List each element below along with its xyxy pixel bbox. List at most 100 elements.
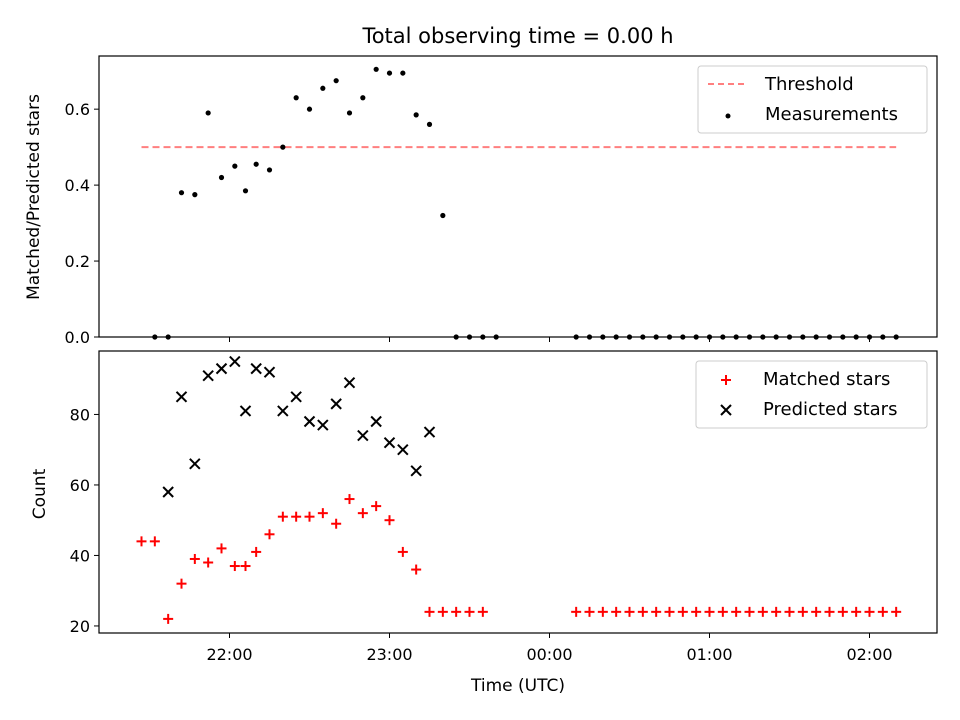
- matched-star-point: [317, 508, 328, 519]
- measurement-point: [440, 212, 446, 219]
- top-y-tick-label: 0.0: [65, 328, 90, 347]
- bottom-y-tick-label: 60: [70, 476, 90, 495]
- measurement-point: [346, 110, 353, 116]
- matched-star-point: [229, 561, 240, 572]
- predicted-star-point: [239, 405, 252, 417]
- matched-star-point: [371, 501, 382, 512]
- predicted-star-point-b: [229, 355, 241, 368]
- predicted-star-point-b: [162, 486, 174, 498]
- matched-star-point: [811, 606, 822, 617]
- top-chart-title: Total observing time = 0.00 h: [361, 24, 673, 48]
- predicted-star-point: [370, 415, 382, 428]
- measurement-point: [320, 85, 326, 91]
- measurement-point: [205, 110, 211, 116]
- matched-star-point: [176, 578, 187, 589]
- measurement-point: [218, 174, 225, 181]
- matched-star-point: [331, 518, 342, 529]
- matched-star-point: [664, 606, 675, 617]
- x-tick-label: 02:00: [846, 645, 892, 664]
- predicted-star-point-b: [397, 443, 409, 456]
- top-y-tick-label: 0.2: [65, 252, 90, 271]
- matched-star-point: [757, 606, 768, 617]
- matched-star-point: [651, 606, 662, 617]
- threshold-legend-label: Threshold: [764, 74, 854, 95]
- predicted-star-point: [410, 465, 422, 477]
- predicted-star-point: [317, 419, 329, 431]
- matched-star-point: [824, 606, 835, 617]
- bottom-plot-frame: [98, 350, 938, 634]
- matched-star-point: [771, 606, 782, 617]
- predicted-star-point: [330, 398, 342, 410]
- predicted-star-point-b: [189, 458, 201, 470]
- predicted-star-point-b: [202, 369, 214, 382]
- measurement-point: [360, 95, 366, 101]
- matched-star-point: [411, 564, 422, 575]
- matched-star-point: [163, 613, 174, 624]
- measurement-point: [400, 70, 406, 76]
- predicted-star-point-b: [343, 377, 356, 389]
- top-legend: Threshold Measurements: [697, 65, 928, 134]
- measurement-point: [373, 66, 379, 72]
- predicted-star-point: [343, 377, 356, 389]
- matched-legend-plus: [721, 375, 731, 385]
- predicted-star-point-b: [317, 419, 329, 431]
- predicted-legend-marker: [720, 404, 732, 416]
- bottom-legend-box: [695, 360, 928, 429]
- matched-star-point: [251, 546, 262, 557]
- matched-star-point: [189, 553, 200, 564]
- predicted-star-point-b: [383, 436, 396, 449]
- measurements-legend-label: Measurements: [765, 104, 898, 125]
- predicted-star-point: [357, 429, 369, 442]
- matched-star-point: [357, 508, 368, 519]
- bottom-y-tick-label: 80: [70, 405, 90, 424]
- bottom-plot-area: [136, 355, 902, 624]
- measurement-point: [280, 144, 286, 150]
- predicted-legend-cross-b: [720, 404, 732, 416]
- matched-star-point: [891, 606, 902, 617]
- top-legend-box: [697, 65, 928, 134]
- matched-star-point: [611, 606, 622, 617]
- predicted-star-point: [189, 458, 201, 470]
- matched-star-point: [717, 606, 728, 617]
- matched-star-point: [344, 494, 355, 505]
- predicted-star-point-b: [250, 362, 262, 375]
- matched-star-point: [477, 606, 488, 617]
- matched-star-point: [397, 546, 408, 557]
- measurement-point: [333, 78, 339, 84]
- matched-star-point: [451, 606, 462, 617]
- top-y-tick-label: 0.4: [65, 176, 90, 195]
- bottom-y-tick-label: 20: [70, 617, 90, 636]
- measurement-point: [413, 112, 419, 118]
- matched-star-point: [384, 515, 395, 526]
- matched-star-point: [240, 561, 251, 572]
- x-tick-label: 00:00: [526, 645, 572, 664]
- matched-star-point: [877, 606, 888, 617]
- matched-star-point: [784, 606, 795, 617]
- matched-star-point: [149, 536, 160, 547]
- predicted-legend-cross: [720, 404, 732, 416]
- predicted-star-point: [383, 436, 396, 449]
- matched-star-point: [464, 606, 475, 617]
- matched-star-point: [597, 606, 608, 617]
- predicted-star-point-b: [410, 465, 422, 477]
- predicted-star-point-b: [303, 415, 316, 428]
- x-tick-label: 22:00: [206, 645, 252, 664]
- predicted-star-point: [175, 391, 188, 403]
- matched-star-point: [277, 511, 288, 522]
- matched-star-point: [424, 606, 435, 617]
- predicted-star-point: [215, 362, 228, 375]
- x-tick-label: 23:00: [366, 645, 412, 664]
- matched-legend-label: Matched stars: [763, 369, 890, 390]
- predicted-star-point: [423, 426, 436, 438]
- predicted-star-point-b: [370, 415, 382, 428]
- matched-star-point: [797, 606, 808, 617]
- matched-star-point: [203, 557, 214, 568]
- x-tick-label: 01:00: [686, 645, 732, 664]
- matched-star-point: [437, 606, 448, 617]
- predicted-star-point: [263, 366, 276, 378]
- measurement-point: [242, 188, 249, 194]
- matched-star-point: [216, 543, 227, 554]
- top-y-axis-label: Matched/Predicted stars: [24, 94, 44, 300]
- predicted-star-point: [202, 369, 214, 382]
- matched-star-point: [584, 606, 595, 617]
